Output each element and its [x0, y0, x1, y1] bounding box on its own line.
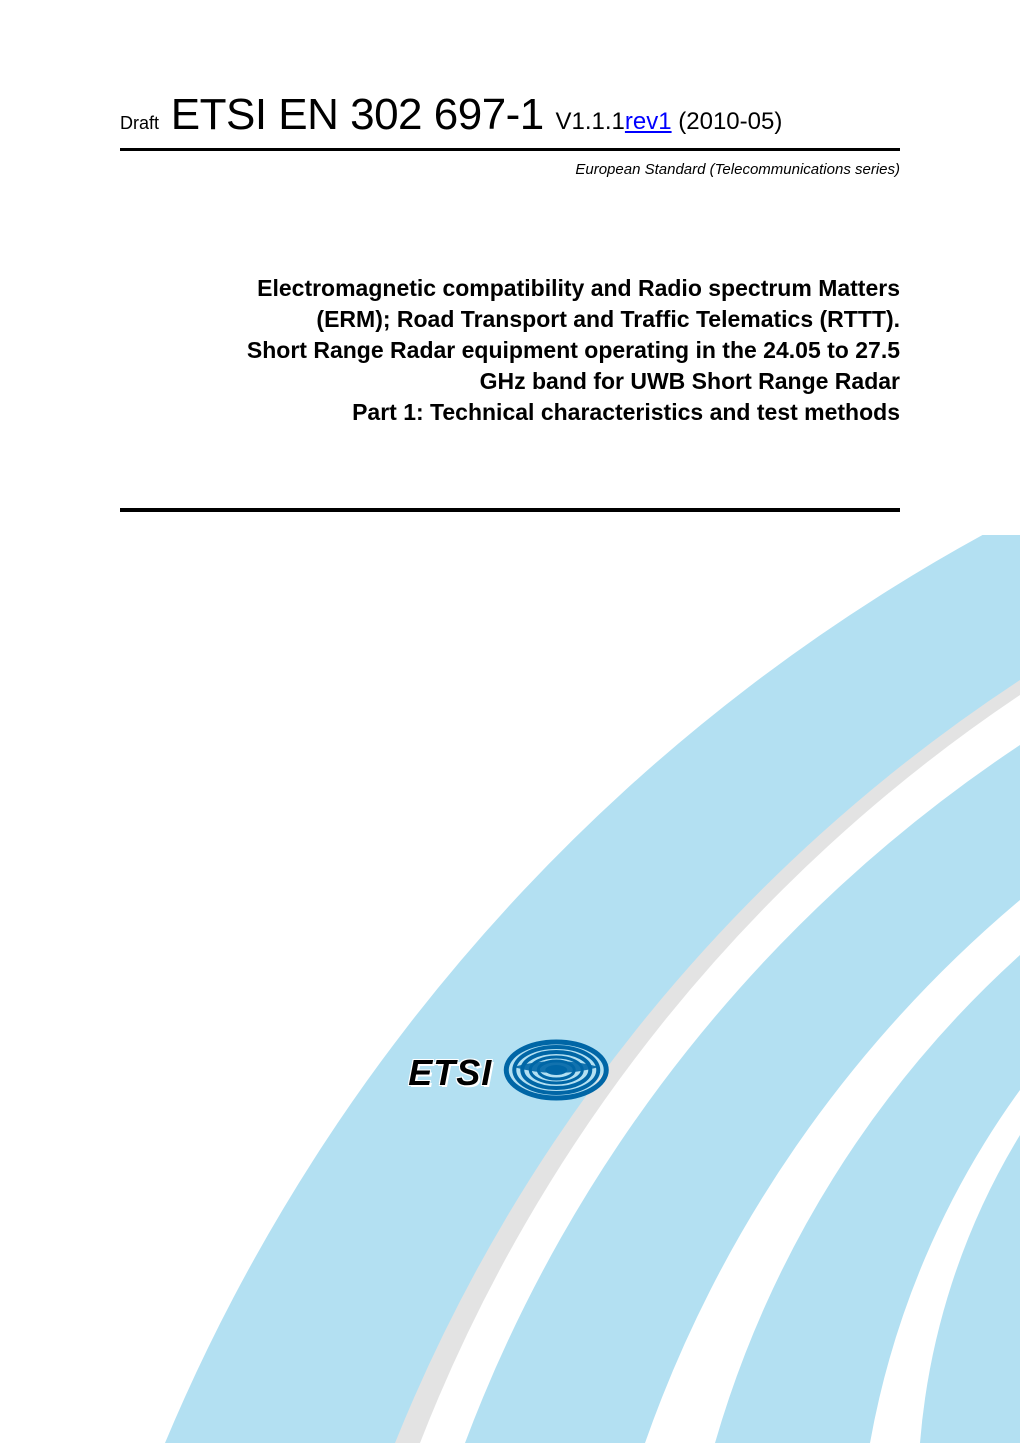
background-graphic	[0, 535, 1020, 1443]
logo-text: ETSI	[408, 1052, 492, 1094]
revision-link[interactable]: rev1	[625, 108, 672, 135]
title-line-3: Short Range Radar equipment operating in…	[120, 335, 900, 366]
title-line-2: (ERM); Road Transport and Traffic Telema…	[120, 304, 900, 335]
title-header-line: Draft ETSI EN 302 697-1 V1.1.1rev1 (2010…	[120, 90, 900, 151]
document-number: ETSI EN 302 697-1	[159, 90, 556, 139]
etsi-logo: ETSI	[408, 1035, 611, 1110]
main-title: Electromagnetic compatibility and Radio …	[120, 273, 900, 428]
globe-icon	[502, 1035, 612, 1110]
draft-label: Draft	[120, 113, 159, 133]
horizontal-rule	[120, 508, 900, 512]
title-line-4: GHz band for UWB Short Range Radar	[120, 366, 900, 397]
title-line-5: Part 1: Technical characteristics and te…	[120, 397, 900, 428]
subtitle: European Standard (Telecommunications se…	[120, 161, 900, 178]
date-label: (2010-05)	[672, 108, 783, 135]
version-label: V1.1.1	[556, 108, 625, 135]
title-line-1: Electromagnetic compatibility and Radio …	[120, 273, 900, 304]
